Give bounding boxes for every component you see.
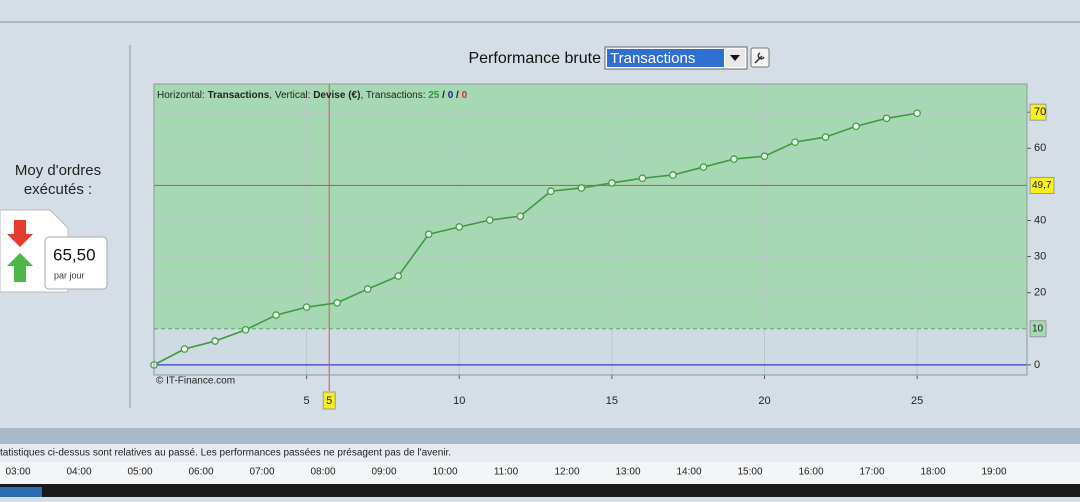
point xyxy=(760,152,769,161)
profit-zone xyxy=(154,84,1027,329)
point xyxy=(363,285,372,293)
plot-border xyxy=(153,83,1028,376)
time-label: 05:00 xyxy=(127,467,152,478)
caption-part: 0 xyxy=(462,90,468,101)
select-highlight xyxy=(607,49,724,67)
header-title: Performance brute xyxy=(468,50,601,67)
caption-part: Horizontal: xyxy=(157,90,208,101)
time-label: 15:00 xyxy=(737,467,762,478)
time-label: 11:00 xyxy=(494,467,519,478)
point xyxy=(852,122,860,131)
time-label: 14:00 xyxy=(676,467,701,478)
time-label: 19:00 xyxy=(981,467,1006,478)
point xyxy=(547,187,555,196)
y-tick-label: 0 xyxy=(1034,359,1040,371)
point xyxy=(394,272,402,280)
y-tick-label: 60 xyxy=(1034,142,1046,154)
reference-label: 10 xyxy=(1032,323,1044,334)
x-tick-label: 5 xyxy=(304,395,310,407)
point xyxy=(333,298,341,307)
timeline-band xyxy=(0,462,1080,484)
caption-part: , Vertical: xyxy=(269,90,313,101)
caption-part: Devise (€) xyxy=(313,90,360,101)
point xyxy=(180,345,189,353)
time-label: 18:00 xyxy=(920,467,945,478)
series-line xyxy=(153,112,918,366)
panel-label: exécutés : xyxy=(24,181,92,198)
point xyxy=(608,179,616,187)
disclaimer: tatistiques ci-dessus sont relatives au … xyxy=(0,448,451,459)
select-value: Transactions xyxy=(610,50,695,67)
chart-caption: Horizontal: Transactions, Vertical: Devi… xyxy=(157,90,468,101)
time-label: 10:00 xyxy=(432,467,457,478)
point xyxy=(882,114,891,123)
point xyxy=(211,337,219,345)
panel-label: Moy d'ordres xyxy=(15,162,101,179)
time-label: 12:00 xyxy=(554,467,579,478)
reference-label: 49,7 xyxy=(1032,180,1052,191)
point xyxy=(669,171,677,179)
caption-part: / xyxy=(439,90,447,101)
caption-part: 25 xyxy=(428,90,440,101)
time-label: 09:00 xyxy=(371,467,396,478)
panel-unit: par jour xyxy=(54,270,85,280)
point xyxy=(577,184,586,192)
time-label: 06:00 xyxy=(188,467,213,478)
value-box xyxy=(44,236,108,290)
reference-label-box xyxy=(1029,176,1055,194)
point xyxy=(241,326,250,334)
point xyxy=(485,216,494,224)
select-caret xyxy=(730,55,740,61)
caption-part: , Transactions: xyxy=(360,90,428,101)
caption-part: / xyxy=(453,90,461,101)
point xyxy=(424,230,433,238)
point xyxy=(302,303,311,311)
y-tick-label: 20 xyxy=(1034,287,1046,299)
x-tick-label: 15 xyxy=(606,395,618,407)
point xyxy=(272,311,280,319)
panel-value: 65,50 xyxy=(53,245,96,264)
credit: © IT-Finance.com xyxy=(156,376,235,387)
status-band xyxy=(0,428,1080,444)
time-label: 16:00 xyxy=(798,467,823,478)
y-tick-label: 30 xyxy=(1034,250,1046,262)
cursor-label: 5 xyxy=(326,395,332,407)
x-tick-label: 25 xyxy=(911,395,923,407)
cursor-label-box xyxy=(322,391,336,410)
disclaimer-band xyxy=(0,444,1080,462)
time-label: 04:00 xyxy=(66,467,91,478)
point xyxy=(791,138,799,146)
timeline: 03:00 04:00 05:00 06:00 07:00 08:00 09:00 10:00… xyxy=(5,467,1006,478)
point xyxy=(821,133,830,141)
time-label: 07:00 xyxy=(249,467,274,478)
chart: 5 10 15 20 25 0 20 30 40 60 70 49,7 10 5 xyxy=(150,83,1055,410)
point xyxy=(516,212,525,220)
taskbar-button[interactable] xyxy=(0,487,42,497)
y-tick-label: 70 xyxy=(1034,106,1046,118)
point xyxy=(699,163,708,171)
time-label: 03:00 xyxy=(5,467,30,478)
point xyxy=(638,174,647,183)
up-arrow xyxy=(7,253,33,282)
tick-highlight xyxy=(1029,103,1047,121)
caption-part: Transactions xyxy=(208,90,270,101)
point xyxy=(913,109,921,118)
time-label: 08:00 xyxy=(310,467,335,478)
taskbar xyxy=(0,484,1080,497)
time-label: 13:00 xyxy=(615,467,640,478)
wrench-icon xyxy=(754,52,765,64)
y-tick-label: 40 xyxy=(1034,214,1046,226)
point xyxy=(455,223,464,231)
x-tick-label: 20 xyxy=(758,395,770,407)
down-arrow xyxy=(7,220,33,247)
point xyxy=(730,155,738,163)
time-label: 17:00 xyxy=(859,467,884,478)
caption-part: 0 xyxy=(448,90,454,101)
reference-label-box xyxy=(1029,320,1047,338)
x-tick-label: 10 xyxy=(453,395,465,407)
